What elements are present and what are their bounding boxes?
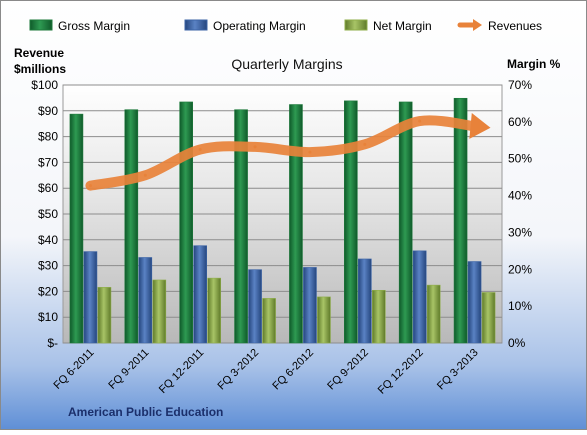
bar-gross-margin	[289, 104, 303, 344]
bar-net-margin	[97, 287, 112, 344]
legend-item-gross-margin: Gross Margin	[29, 19, 130, 33]
bar-gross-margin	[453, 97, 468, 344]
bar-net-margin	[372, 289, 386, 344]
left-axis-tick-label: $40	[38, 233, 58, 247]
legend: Gross Margin Operating Margin Net Margin Re…	[29, 19, 542, 33]
legend-arrow-icon	[473, 19, 482, 31]
footer-label: American Public Education	[68, 405, 223, 419]
legend-item-operating-margin: Operating Margin	[184, 19, 306, 33]
right-axis-tick-label: 40%	[508, 189, 532, 203]
bar-operating-margin	[358, 258, 372, 344]
legend-item-revenues: Revenues	[457, 19, 542, 33]
bar-gross-margin	[234, 109, 248, 344]
left-axis-tick-label: $30	[38, 259, 58, 273]
bar-operating-margin	[248, 269, 262, 344]
bar-operating-margin	[138, 257, 153, 344]
revenue-point	[363, 142, 367, 146]
right-axis-tick-label: 0%	[508, 336, 526, 350]
revenue-point	[308, 150, 312, 154]
right-axis-tick-label: 50%	[508, 152, 532, 166]
bar-gross-margin	[344, 100, 358, 344]
bar-net-margin	[262, 298, 276, 344]
bar-operating-margin	[467, 261, 482, 344]
left-axis-tick-label: $10	[38, 310, 58, 324]
legend-label: Revenues	[488, 19, 542, 33]
revenue-point	[473, 124, 477, 128]
bar-net-margin	[207, 277, 221, 344]
chart-title: Quarterly Margins	[231, 56, 342, 72]
bar-gross-margin	[124, 109, 139, 344]
legend-item-net-margin: Net Margin	[344, 19, 432, 33]
bar-operating-margin	[412, 250, 427, 344]
legend-swatch	[29, 19, 53, 31]
legend-label: Operating Margin	[213, 19, 306, 33]
bar-net-margin	[481, 292, 496, 344]
left-axis-tick-label: $80	[38, 130, 58, 144]
left-axis-tick-label: $70	[38, 155, 58, 169]
revenue-line	[85, 115, 480, 191]
bar-net-margin	[426, 284, 441, 344]
revenue-point	[253, 145, 257, 149]
right-axis-tick-label: 10%	[508, 299, 532, 313]
left-axis-tick-label: $-	[47, 336, 58, 350]
left-axis-tick-label: $20	[38, 284, 58, 298]
right-axis-tick-label: 20%	[508, 262, 532, 276]
bar-gross-margin	[179, 101, 193, 344]
bar-net-margin	[152, 279, 167, 344]
bar-operating-margin	[193, 245, 207, 344]
left-axis-tick-label: $60	[38, 181, 58, 195]
revenue-point	[418, 119, 422, 123]
bar-gross-margin	[398, 101, 413, 344]
bar-operating-margin	[83, 251, 98, 344]
right-axis-title: Margin %	[507, 57, 561, 71]
bar-series	[69, 97, 496, 344]
left-axis-tick-label: $100	[31, 78, 58, 92]
bar-gross-margin	[69, 113, 84, 344]
right-axis-tick-label: 70%	[508, 78, 532, 92]
revenue-point	[143, 173, 147, 177]
bar-operating-margin	[303, 267, 317, 344]
right-axis-tick-label: 60%	[508, 115, 532, 129]
left-axis-title-line1: Revenue	[14, 46, 64, 60]
right-axis-tick-label: 30%	[508, 225, 532, 239]
legend-label: Net Margin	[373, 19, 432, 33]
left-axis-tick-label: $90	[38, 104, 58, 118]
left-axis-title-line2: $millions	[14, 62, 66, 76]
legend-label: Gross Margin	[58, 19, 130, 33]
revenue-point	[88, 184, 92, 188]
revenue-point	[198, 148, 202, 151]
revenue-arrowhead	[469, 112, 491, 139]
bar-net-margin	[317, 296, 331, 344]
revenue-line-series	[85, 112, 491, 191]
legend-swatch	[184, 19, 208, 31]
left-axis-tick-label: $50	[38, 207, 58, 221]
legend-swatch	[344, 19, 368, 31]
